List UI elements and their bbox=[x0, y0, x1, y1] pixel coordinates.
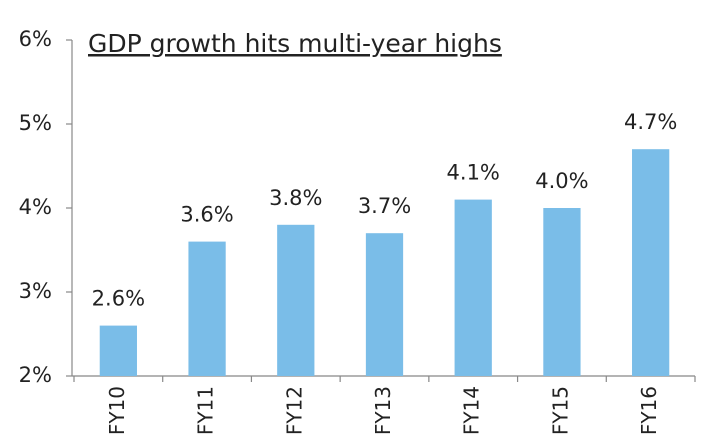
data-label: 2.6% bbox=[92, 287, 145, 311]
y-tick-label: 3% bbox=[19, 279, 52, 303]
x-tick-label: FY13 bbox=[371, 386, 395, 435]
data-label: 3.7% bbox=[358, 194, 411, 218]
data-label: 3.6% bbox=[180, 203, 233, 227]
y-tick-label: 5% bbox=[19, 111, 52, 135]
y-tick-label: 4% bbox=[19, 195, 52, 219]
bar bbox=[188, 241, 226, 376]
y-tick-label: 2% bbox=[19, 363, 52, 387]
bar bbox=[632, 149, 670, 376]
x-tick-label: FY15 bbox=[548, 386, 572, 435]
bar bbox=[365, 233, 404, 376]
data-label: 4.0% bbox=[535, 169, 588, 193]
x-tick-label: FY16 bbox=[637, 386, 661, 435]
x-tick-label: FY14 bbox=[460, 386, 484, 435]
chart-title: GDP growth hits multi-year highs bbox=[88, 29, 502, 58]
x-tick-label: FY11 bbox=[194, 386, 218, 435]
data-label: 4.7% bbox=[624, 110, 677, 134]
data-label: 3.8% bbox=[269, 186, 322, 210]
bar bbox=[454, 199, 492, 376]
data-label: 4.1% bbox=[447, 161, 500, 185]
x-tick-label: FY10 bbox=[105, 386, 129, 435]
y-tick-label: 6% bbox=[19, 27, 52, 51]
bar bbox=[277, 224, 315, 376]
x-tick-label: FY12 bbox=[282, 386, 306, 435]
bar bbox=[99, 325, 137, 376]
bar bbox=[543, 208, 581, 376]
